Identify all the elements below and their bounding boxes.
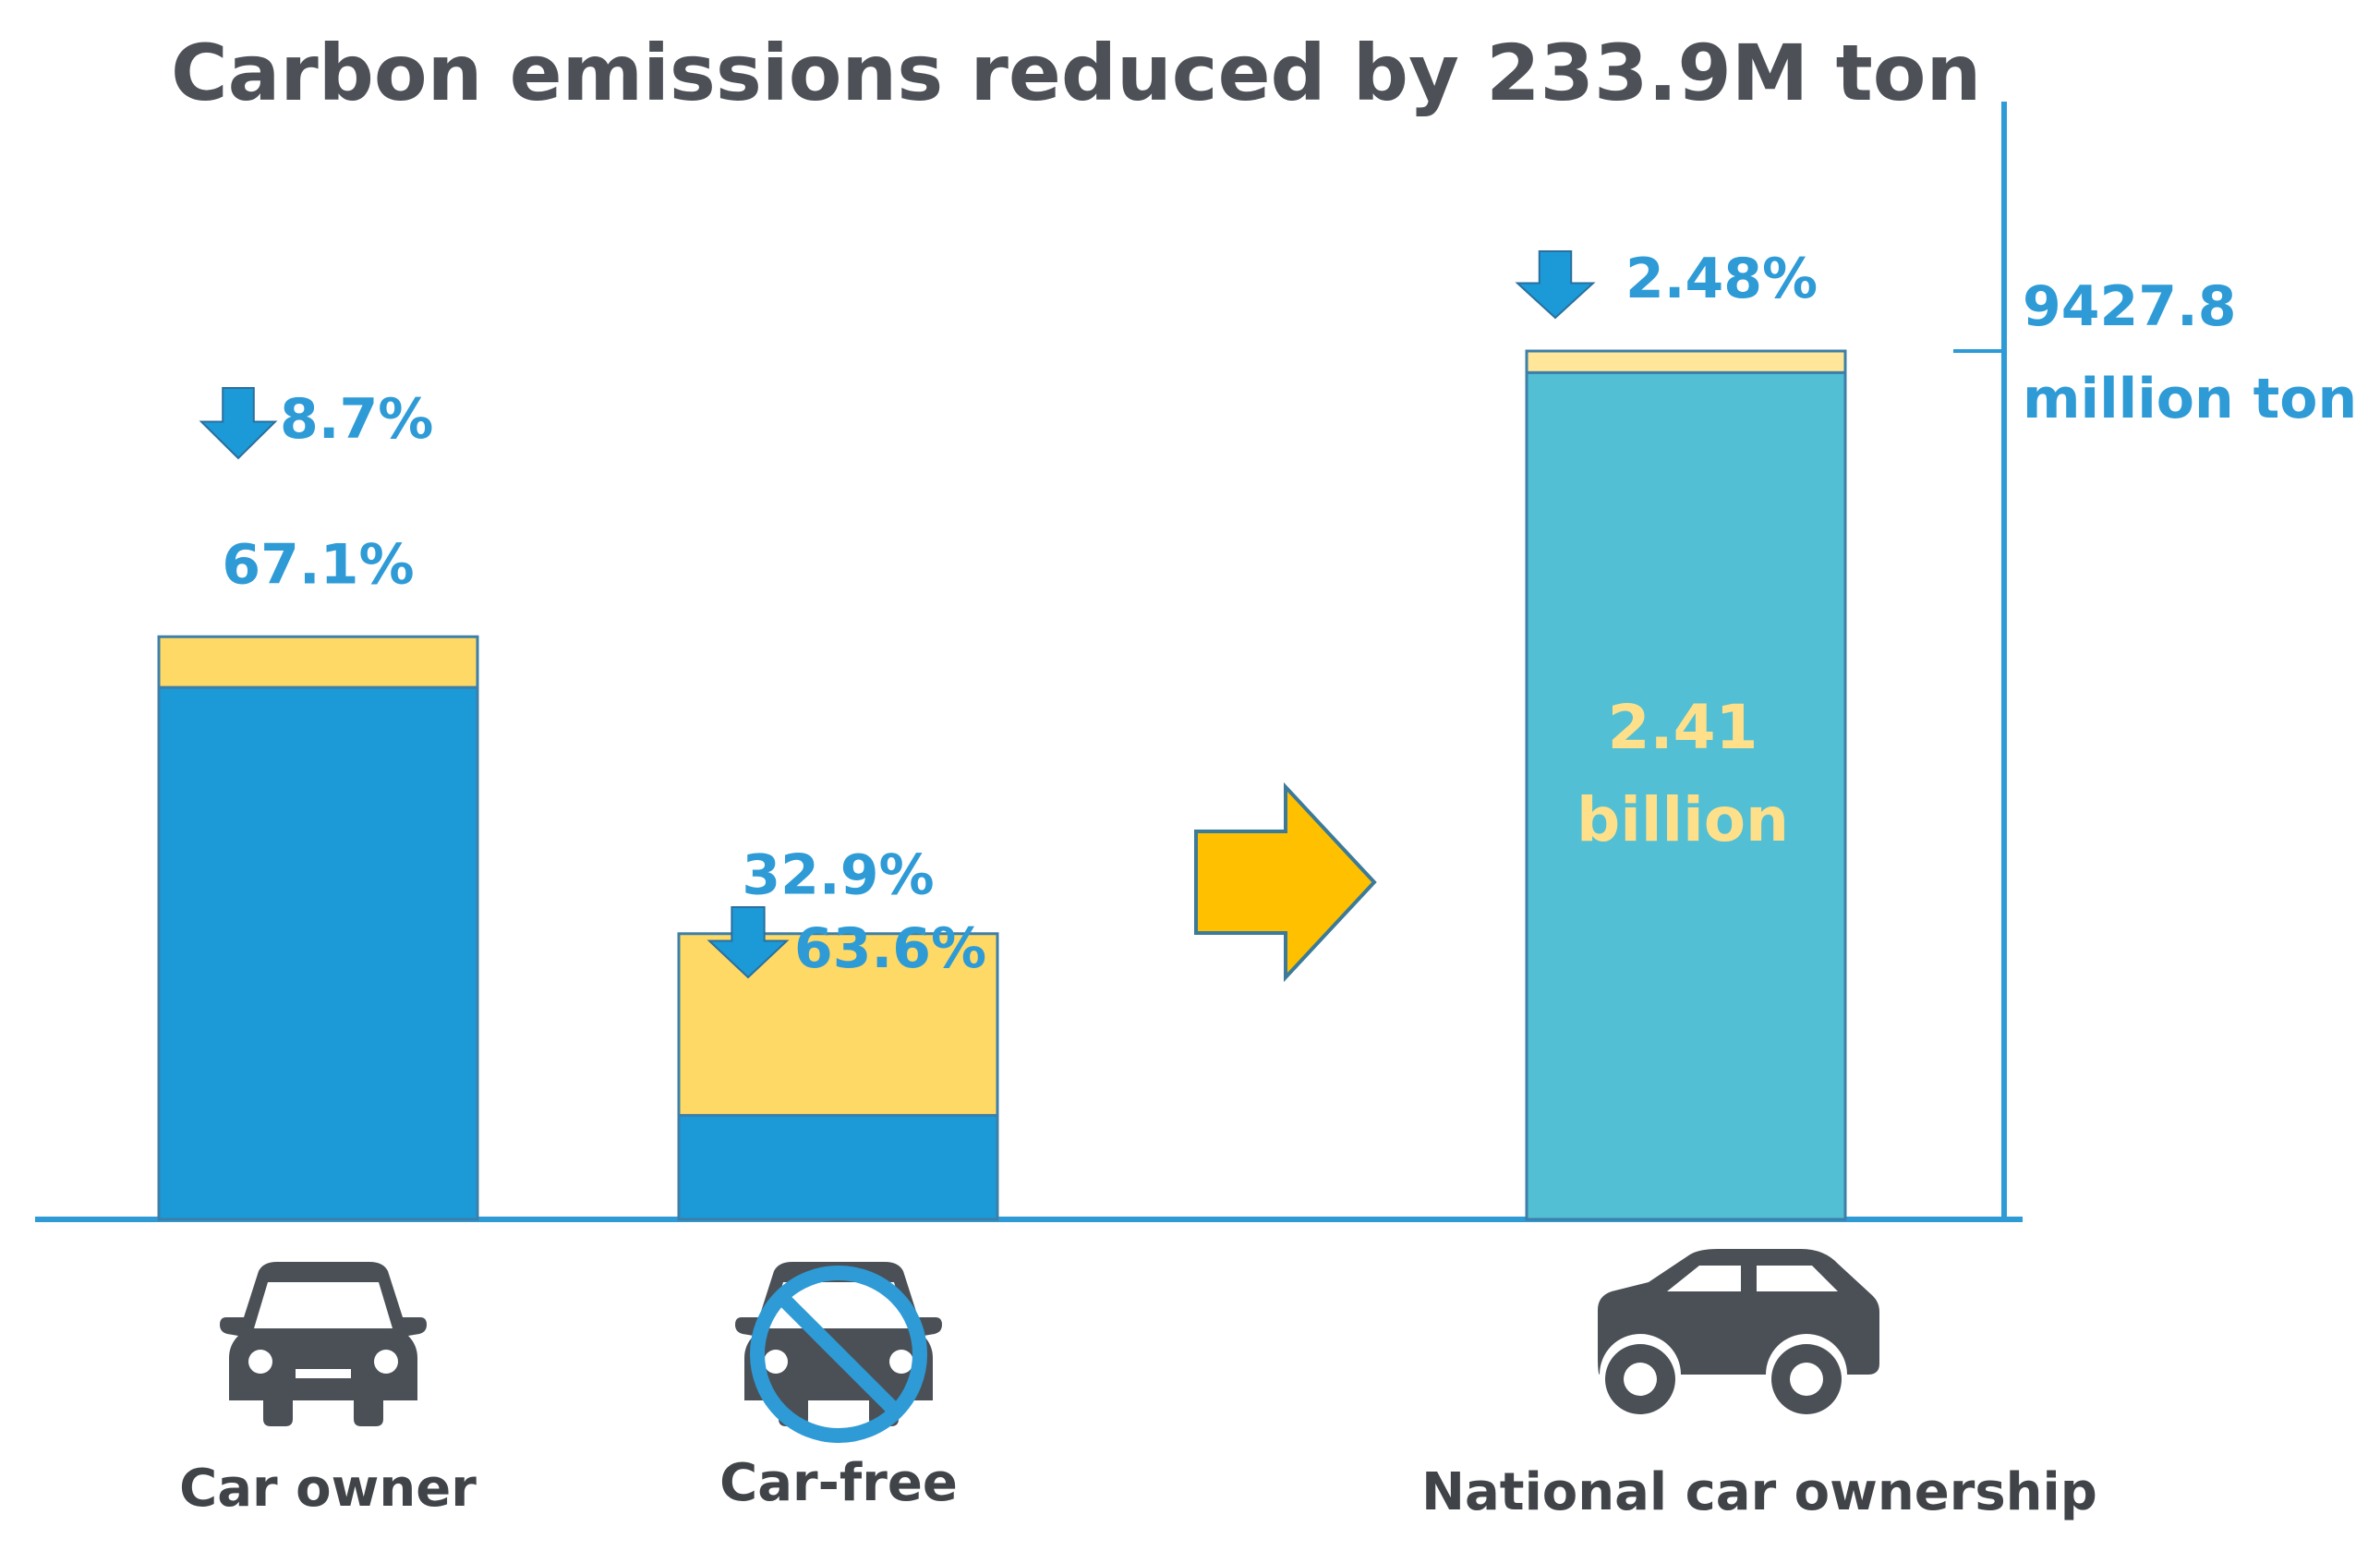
right-arrow-icon	[1194, 782, 1377, 983]
down-arrow-shape	[1515, 250, 1596, 320]
reduction-label-national: 2.48%	[1625, 247, 1818, 311]
down-arrow-icon	[1515, 250, 1596, 320]
category-label-car-owner: Car owner	[179, 1459, 477, 1519]
share-label-car-free: 32.9%	[742, 843, 934, 908]
down-arrow-shape	[707, 906, 790, 979]
bar-car-owner-reduction	[157, 635, 479, 689]
category-label-national: National car ownership	[1421, 1462, 2097, 1522]
down-arrow-icon	[199, 387, 278, 460]
down-arrow-shape	[199, 387, 278, 460]
axis-total-value: 9427.8	[2023, 274, 2237, 339]
bar-national-remaining	[1525, 370, 1847, 1221]
car-side-icon	[1598, 1249, 1879, 1414]
down-arrow-icon	[707, 906, 790, 979]
bar-car-owner-remaining	[157, 685, 479, 1221]
axis-total-unit: million ton	[2023, 367, 2357, 431]
bars	[157, 349, 1847, 1221]
category-label-car-free: Car-free	[719, 1453, 958, 1513]
chart-title: Carbon emissions reduced by 233.9M ton	[171, 28, 1981, 118]
bar-car-free-remaining	[677, 1113, 999, 1221]
reduction-label-car-free: 63.6%	[794, 916, 986, 981]
bar-national-reduction	[1525, 349, 1847, 374]
reduction-label-car-owner: 8.7%	[280, 387, 433, 452]
share-label-car-owner: 67.1%	[222, 532, 414, 597]
national-value: 2.41	[1608, 692, 1758, 763]
no-car-icon	[735, 1262, 942, 1443]
car-front-icon	[220, 1262, 427, 1426]
bar-car-free-reduction	[677, 932, 999, 1117]
national-value-unit: billion	[1577, 784, 1789, 855]
